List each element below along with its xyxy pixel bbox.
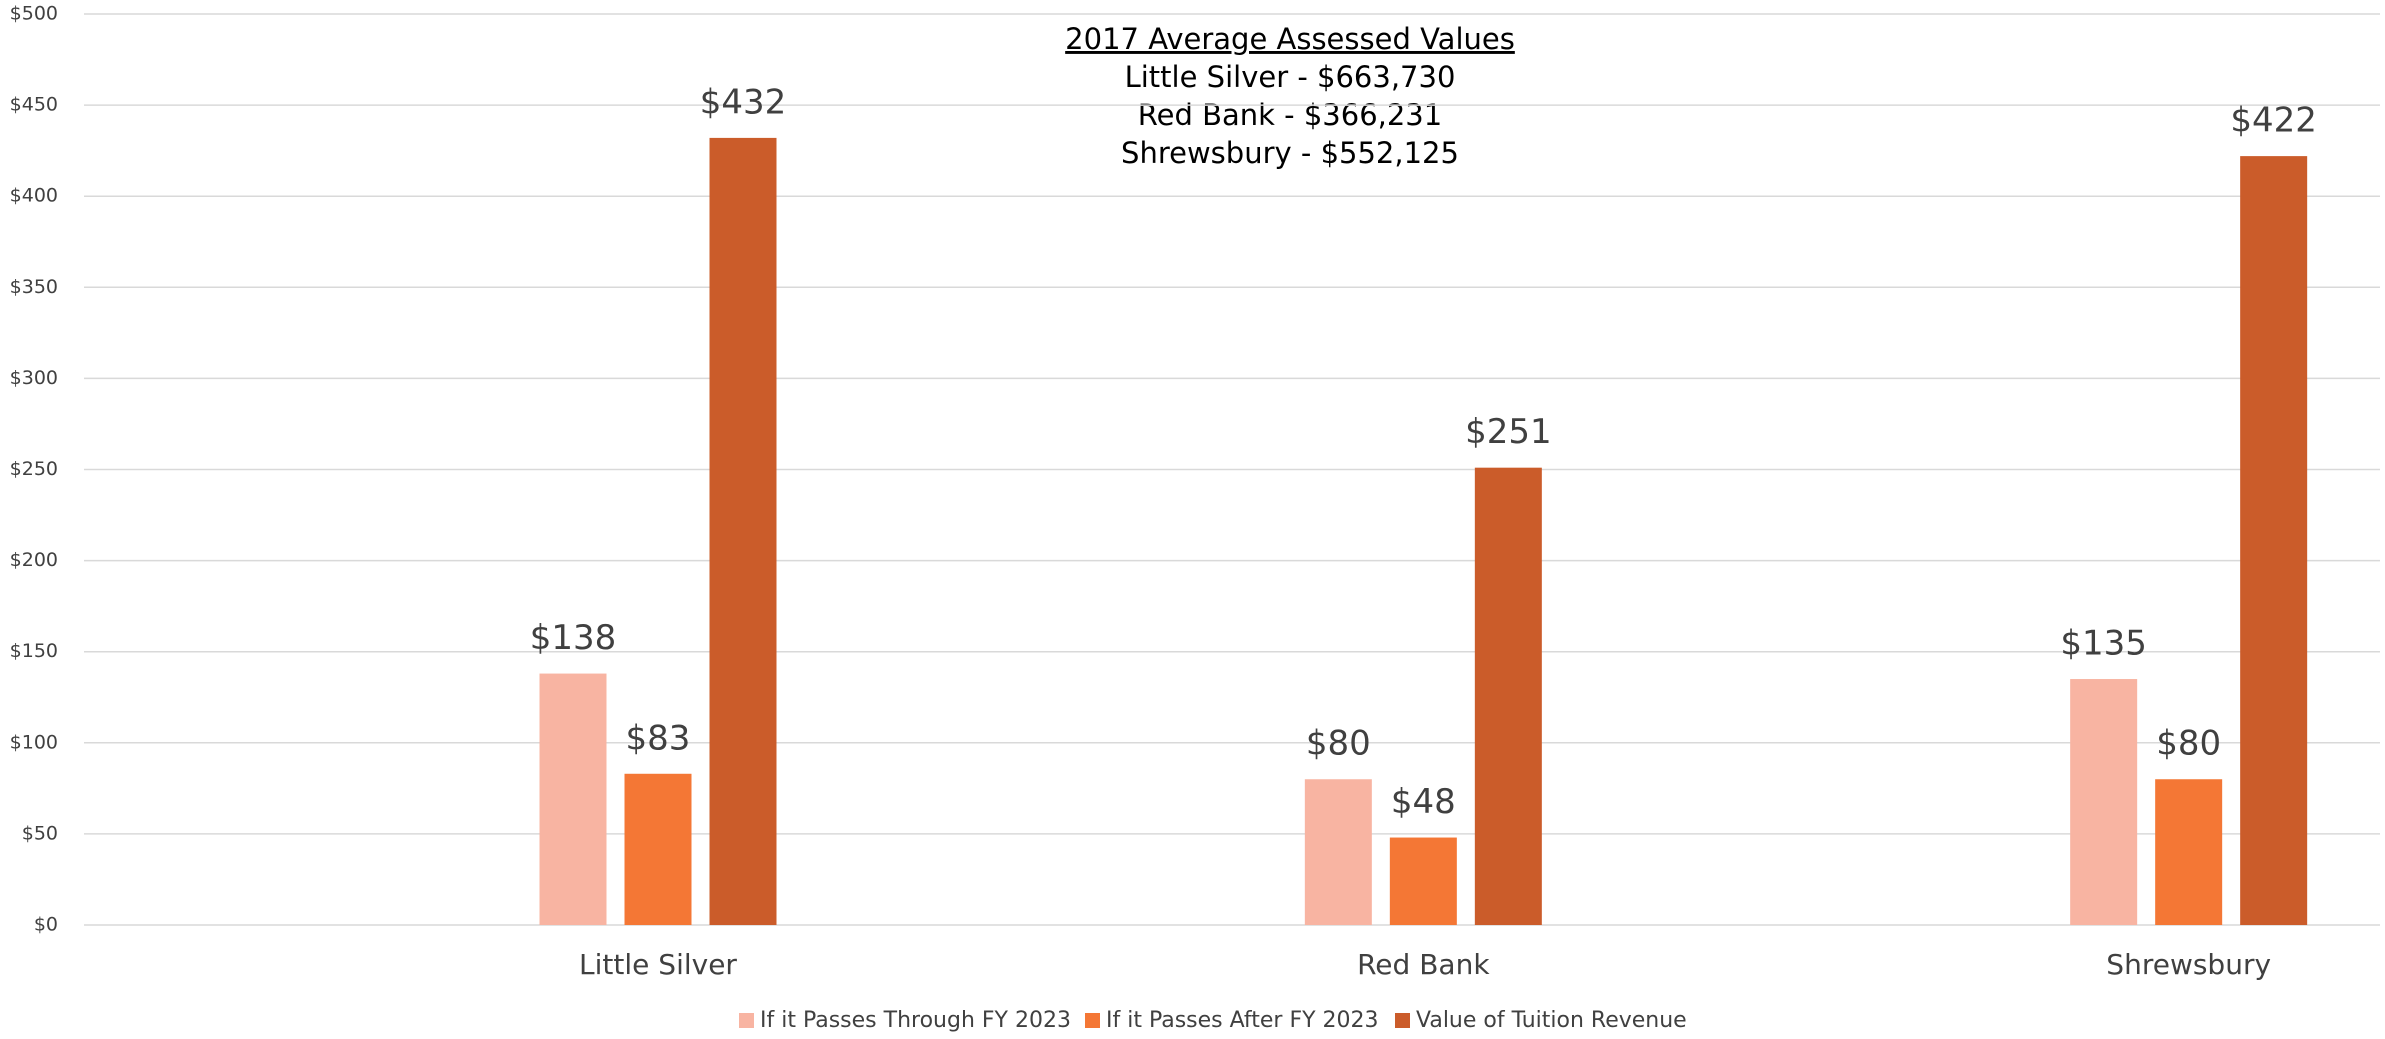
data-label: $135 (2060, 624, 2147, 664)
legend-label: If it Passes Through FY 2023 (760, 1008, 1071, 1033)
data-label: $80 (2156, 724, 2221, 764)
bar (2155, 779, 2223, 925)
y-tick-label: $200 (10, 549, 58, 571)
legend-swatch (1395, 1013, 1410, 1028)
bar (1304, 779, 1372, 925)
bar (1389, 837, 1457, 925)
y-tick-label: $450 (10, 94, 58, 116)
x-tick-label: Shrewsbury (2106, 948, 2271, 981)
legend-label: Value of Tuition Revenue (1416, 1008, 1687, 1033)
bar (624, 773, 692, 925)
bar (2240, 156, 2308, 926)
y-tick-label: $400 (10, 185, 58, 207)
annotation: Little Silver - $663,730 (1125, 60, 1456, 94)
data-label: $432 (700, 82, 787, 122)
bar (1474, 467, 1542, 925)
y-tick-label: $50 (22, 822, 58, 844)
data-label: $138 (530, 618, 617, 658)
annotation: Shrewsbury - $552,125 (1121, 136, 1459, 170)
annotation: Red Bank - $366,231 (1138, 98, 1442, 132)
bar (2070, 679, 2138, 925)
data-label: $48 (1391, 782, 1456, 822)
data-label: $251 (1465, 412, 1552, 452)
y-tick-label: $150 (10, 640, 58, 662)
y-tick-label: $0 (34, 914, 58, 936)
y-tick-label: $500 (10, 3, 58, 25)
data-label: $422 (2230, 101, 2317, 141)
y-tick-label: $100 (10, 731, 58, 753)
legend-swatch (739, 1013, 754, 1028)
x-tick-label: Little Silver (579, 948, 737, 981)
bar (709, 137, 777, 925)
annotation-title: 2017 Average Assessed Values (1065, 22, 1515, 56)
legend-swatch (1085, 1013, 1100, 1028)
data-label: $80 (1306, 724, 1371, 764)
y-tick-label: $250 (10, 458, 58, 480)
data-label: $83 (626, 718, 691, 758)
legend-label: If it Passes After FY 2023 (1106, 1008, 1379, 1033)
y-tick-label: $350 (10, 276, 58, 298)
bar (539, 673, 607, 925)
x-tick-label: Red Bank (1357, 948, 1490, 981)
y-tick-label: $300 (10, 367, 58, 389)
